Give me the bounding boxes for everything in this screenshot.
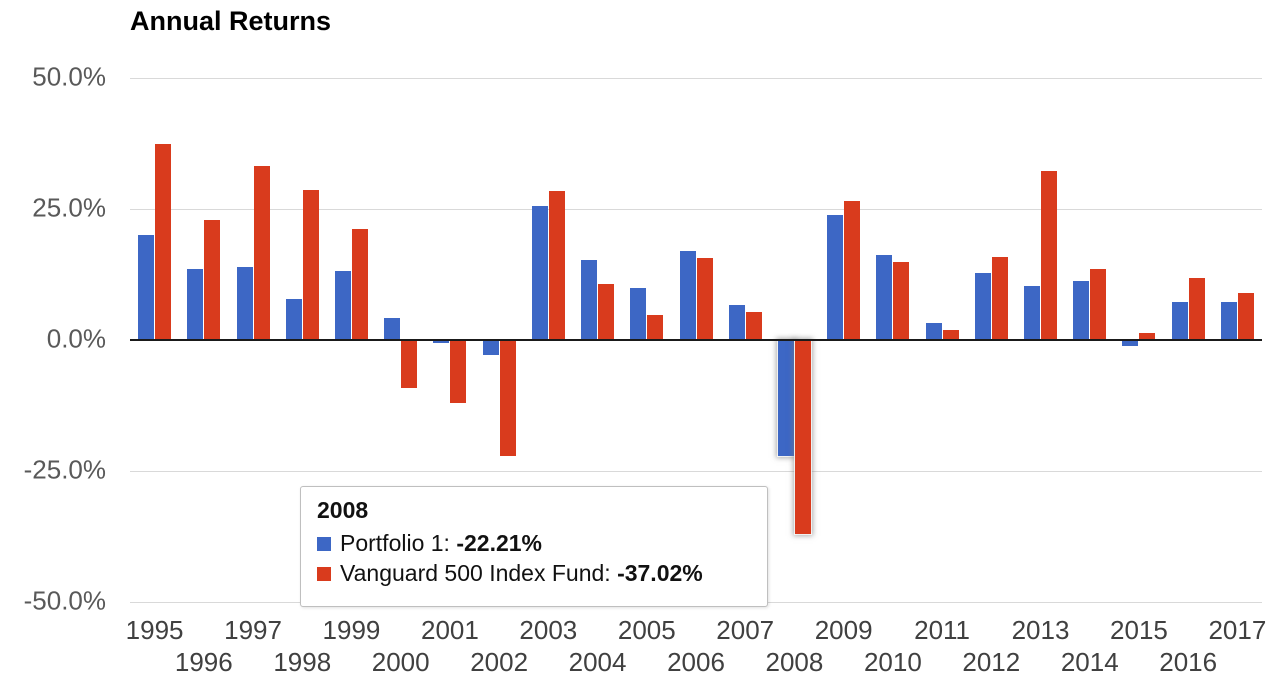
y-axis-label: -50.0%	[23, 585, 106, 616]
x-axis-label-2000: 2000	[371, 647, 430, 677]
bar-vanguard-500-index-fund-2003[interactable]	[549, 190, 565, 340]
x-axis-label-2010: 2010	[863, 647, 922, 677]
bar-vanguard-500-index-fund-2011[interactable]	[943, 329, 959, 340]
bar-portfolio-1-1999[interactable]	[335, 271, 351, 340]
bar-vanguard-500-index-fund-1999[interactable]	[352, 229, 368, 340]
bar-portfolio-1-2006[interactable]	[680, 250, 696, 340]
bar-vanguard-500-index-fund-2001[interactable]	[450, 340, 466, 403]
bar-portfolio-1-1996[interactable]	[187, 269, 203, 340]
bar-portfolio-1-2011[interactable]	[926, 323, 942, 340]
bar-vanguard-500-index-fund-2012[interactable]	[992, 257, 1008, 340]
bar-portfolio-1-2008[interactable]	[777, 338, 795, 458]
bar-portfolio-1-1995[interactable]	[138, 235, 154, 340]
y-axis-label: 25.0%	[32, 192, 106, 223]
x-axis-label-2008: 2008	[765, 647, 824, 677]
bar-vanguard-500-index-fund-2006[interactable]	[697, 258, 713, 340]
bar-vanguard-500-index-fund-1998[interactable]	[303, 190, 319, 340]
x-axis-label-2017: 2017	[1208, 615, 1267, 645]
tooltip-row: Vanguard 500 Index Fund: -37.02%	[317, 560, 751, 587]
x-axis-label-2012: 2012	[962, 647, 1021, 677]
x-axis-label-2003: 2003	[519, 615, 578, 645]
tooltip-series-value: -22.21%	[456, 530, 543, 556]
x-axis-label-2005: 2005	[617, 615, 676, 645]
bar-portfolio-1-2015[interactable]	[1122, 340, 1138, 346]
x-axis-label-2015: 2015	[1110, 615, 1168, 645]
tooltip-series-label: Vanguard 500 Index Fund:	[340, 560, 618, 586]
bar-portfolio-1-2016[interactable]	[1172, 301, 1188, 340]
bar-vanguard-500-index-fund-2005[interactable]	[647, 314, 663, 340]
bar-vanguard-500-index-fund-2009[interactable]	[844, 201, 860, 340]
x-axis-label-2007: 2007	[716, 615, 775, 645]
x-axis-label-2001: 2001	[420, 615, 479, 645]
bar-vanguard-500-index-fund-2013[interactable]	[1041, 171, 1057, 340]
y-axis-label: 50.0%	[32, 61, 106, 92]
gridline	[130, 78, 1262, 79]
bar-portfolio-1-1998[interactable]	[286, 299, 302, 340]
bar-vanguard-500-index-fund-1995[interactable]	[155, 144, 171, 340]
x-axis-label-2004: 2004	[568, 647, 627, 677]
bar-portfolio-1-1997[interactable]	[237, 266, 253, 340]
bar-vanguard-500-index-fund-2007[interactable]	[746, 311, 762, 340]
y-axis-label: 0.0%	[46, 323, 106, 354]
x-axis-label-2002: 2002	[470, 647, 529, 677]
gridline	[130, 471, 1262, 472]
bar-vanguard-500-index-fund-2004[interactable]	[598, 283, 614, 340]
bar-portfolio-1-2003[interactable]	[532, 205, 548, 340]
bar-portfolio-1-2001[interactable]	[433, 340, 449, 344]
x-axis-label-2016: 2016	[1159, 647, 1218, 677]
bar-portfolio-1-2000[interactable]	[384, 317, 400, 340]
bar-vanguard-500-index-fund-2016[interactable]	[1189, 278, 1205, 340]
portfolio-1-swatch-icon	[317, 536, 331, 551]
bar-vanguard-500-index-fund-1997[interactable]	[254, 166, 270, 340]
x-axis-label-2006: 2006	[667, 647, 725, 677]
bar-portfolio-1-2014[interactable]	[1073, 280, 1089, 340]
bar-portfolio-1-2013[interactable]	[1024, 285, 1040, 340]
x-axis-label-2011: 2011	[914, 615, 971, 645]
x-axis-label-1998: 1998	[273, 647, 332, 677]
tooltip: 2008 Portfolio 1: -22.21% Vanguard 500 I…	[300, 486, 768, 607]
bar-vanguard-500-index-fund-2014[interactable]	[1090, 269, 1106, 340]
tooltip-year: 2008	[317, 497, 369, 523]
bar-vanguard-500-index-fund-2002[interactable]	[500, 340, 516, 457]
x-axis-label-2014: 2014	[1060, 647, 1119, 677]
tooltip-series-label: Portfolio 1:	[340, 530, 457, 556]
tooltip-row: Portfolio 1: -22.21%	[317, 530, 751, 557]
bar-portfolio-1-2002[interactable]	[483, 340, 499, 356]
bar-vanguard-500-index-fund-2015[interactable]	[1139, 333, 1155, 340]
bar-portfolio-1-2004[interactable]	[581, 260, 597, 340]
zero-axis-line	[130, 339, 1262, 341]
bar-portfolio-1-2007[interactable]	[729, 305, 745, 340]
bar-portfolio-1-2005[interactable]	[630, 288, 646, 340]
chart-title: Annual Returns	[130, 6, 332, 36]
x-axis-label-2009: 2009	[814, 615, 873, 645]
x-axis-label-2013: 2013	[1011, 615, 1070, 645]
bar-portfolio-1-2010[interactable]	[876, 255, 892, 340]
bar-vanguard-500-index-fund-1996[interactable]	[204, 220, 220, 340]
tooltip-series-value: -37.02%	[617, 560, 703, 586]
bar-vanguard-500-index-fund-2000[interactable]	[401, 340, 417, 388]
x-axis-label-1997: 1997	[224, 615, 282, 645]
bar-portfolio-1-2012[interactable]	[975, 272, 991, 340]
bar-vanguard-500-index-fund-2010[interactable]	[893, 261, 909, 340]
x-axis-label-1995: 1995	[125, 615, 184, 645]
y-axis-label: -25.0%	[23, 454, 106, 485]
x-axis-label-1999: 1999	[322, 615, 381, 645]
gridline	[130, 209, 1262, 210]
vanguard-swatch-icon	[317, 566, 331, 581]
x-axis-label-1996: 1996	[174, 647, 233, 677]
bar-vanguard-500-index-fund-2008[interactable]	[794, 339, 812, 535]
bar-portfolio-1-2009[interactable]	[827, 215, 843, 340]
bar-portfolio-1-2017[interactable]	[1221, 301, 1237, 340]
bar-vanguard-500-index-fund-2017[interactable]	[1238, 292, 1254, 340]
